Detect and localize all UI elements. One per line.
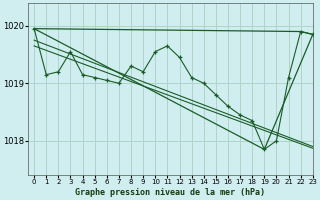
- X-axis label: Graphe pression niveau de la mer (hPa): Graphe pression niveau de la mer (hPa): [76, 188, 265, 197]
